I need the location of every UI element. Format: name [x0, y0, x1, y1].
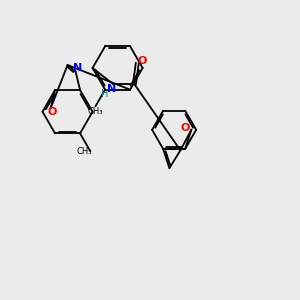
- Text: N: N: [107, 85, 116, 94]
- Text: O: O: [138, 56, 147, 66]
- Text: CH₃: CH₃: [76, 147, 92, 156]
- Text: O: O: [180, 123, 190, 133]
- Text: N: N: [73, 63, 82, 73]
- Text: O: O: [47, 107, 57, 117]
- Text: H: H: [101, 89, 109, 100]
- Text: CH₃: CH₃: [88, 107, 103, 116]
